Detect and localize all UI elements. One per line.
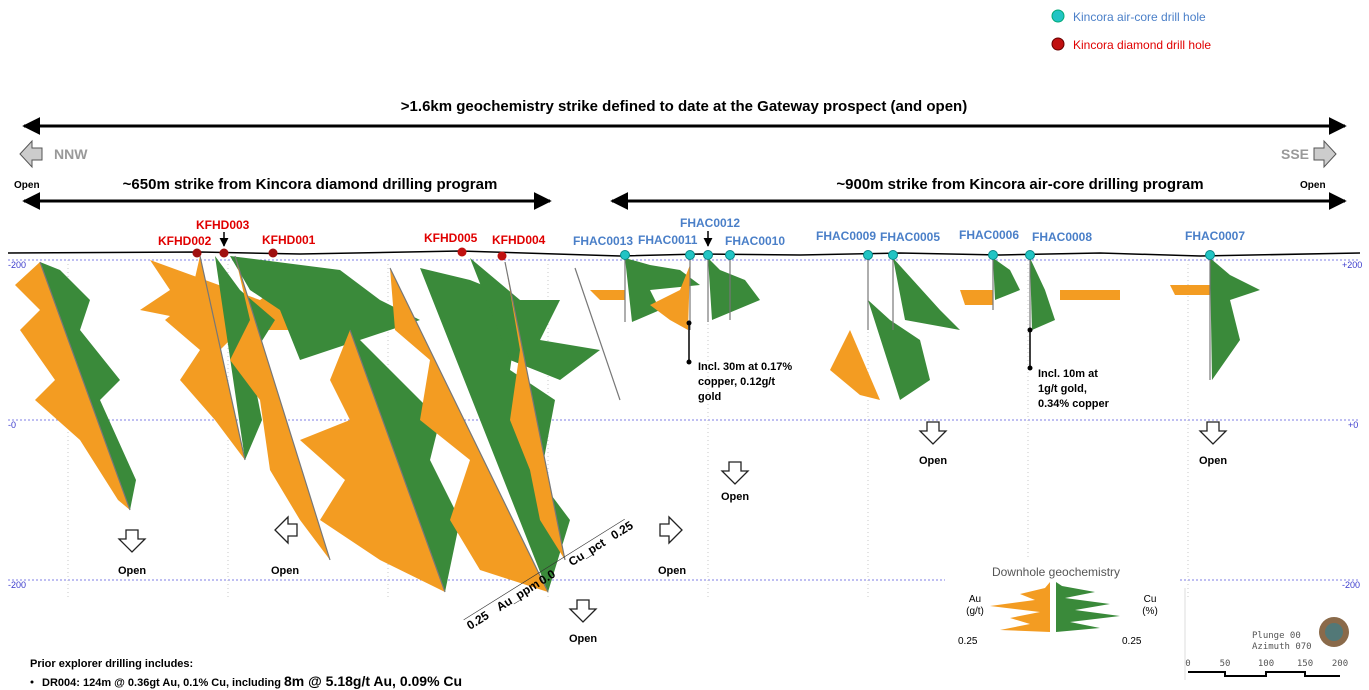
depth-label: +0 xyxy=(1348,420,1358,430)
direction-arrow xyxy=(19,139,43,169)
annotation-line: 0.34% copper xyxy=(1038,398,1110,410)
hole-label: FHAC0013 xyxy=(573,234,633,248)
geochem-label-line: Cu xyxy=(1144,594,1157,605)
geochem-label-line: (g/t) xyxy=(966,606,984,617)
axis-label: 0.25 xyxy=(608,518,636,542)
strike-label: ~650m strike from Kincora diamond drilli… xyxy=(123,176,498,193)
geochem-label: Cu (%) xyxy=(1142,594,1158,617)
diamond-collars xyxy=(192,247,507,261)
scale-bar xyxy=(1188,671,1340,677)
callout-dot xyxy=(1027,365,1033,371)
callout-dot xyxy=(686,320,692,326)
legend-label: Kincora diamond drill hole xyxy=(1073,38,1211,52)
downhole-geochemistry xyxy=(15,255,1260,593)
annotation: Incl. 30m at 0.17% copper, 0.12g/t gold xyxy=(698,361,795,403)
depth-label: -0 xyxy=(8,420,16,430)
geochem-label-line: (%) xyxy=(1142,606,1158,617)
hole-label: FHAC0010 xyxy=(725,234,785,248)
hole-label: KFHD003 xyxy=(196,218,250,232)
notes-text: DR004: 124m @ 0.36gt Au, 0.1% Cu, includ… xyxy=(42,677,284,689)
geochem-scale: 0.25 xyxy=(958,636,978,647)
open-marker: Open xyxy=(1198,421,1228,467)
geochem-label-line: Au xyxy=(969,594,981,605)
annotation: Incl. 10m at 1g/t gold, 0.34% copper xyxy=(1038,368,1110,410)
callout-dot xyxy=(1027,327,1033,333)
scale-tick: 50 xyxy=(1220,659,1231,669)
hole-label: FHAC0006 xyxy=(959,228,1019,242)
geochem-title: Downhole geochemistry xyxy=(992,565,1120,579)
hole-label: FHAC0012 xyxy=(680,216,740,230)
notes-highlight: 8m @ 5.18g/t Au, 0.09% Cu xyxy=(284,673,462,689)
axis-label: 0.25 xyxy=(464,608,492,632)
open-marker: Open xyxy=(720,461,750,503)
hole-label: FHAC0011 xyxy=(638,233,698,247)
open-marker: Open xyxy=(918,421,948,467)
open-label: Open xyxy=(658,565,686,577)
hole-label: KFHD004 xyxy=(492,233,546,247)
notes-item: DR004: 124m @ 0.36gt Au, 0.1% Cu, includ… xyxy=(42,673,462,689)
direction-label: SSE xyxy=(1281,146,1309,162)
hole-label: KFHD002 xyxy=(158,234,212,248)
depth-label: +200 xyxy=(1342,260,1362,270)
geochem-label: Au (g/t) xyxy=(966,594,984,617)
bullet xyxy=(30,680,34,684)
open-label: Open xyxy=(118,565,146,577)
geochem-scale: 0.25 xyxy=(1122,636,1142,647)
scale-tick: 100 xyxy=(1258,659,1274,669)
azimuth: Azimuth 070 xyxy=(1252,642,1312,652)
legend-marker xyxy=(1051,37,1065,51)
strike-label: ~900m strike from Kincora air-core drill… xyxy=(836,176,1203,193)
direction-arrow xyxy=(1313,139,1337,169)
open-label: Open xyxy=(569,633,597,645)
open-label: Open xyxy=(919,455,947,467)
hole-label: FHAC0008 xyxy=(1032,230,1092,244)
open-label: Open xyxy=(1199,455,1227,467)
scale-tick: 150 xyxy=(1297,659,1313,669)
scale-tick: 200 xyxy=(1332,659,1348,669)
axis-label: Cu_pct xyxy=(566,536,608,569)
hole-label: FHAC0007 xyxy=(1185,229,1245,243)
aircore-collars xyxy=(620,250,1215,260)
open-marker: Open xyxy=(568,599,598,645)
annotation-line: copper, 0.12g/t xyxy=(698,376,775,388)
ground-surface xyxy=(7,250,1361,257)
legend-marker xyxy=(1051,9,1065,23)
depth-label: -200 xyxy=(8,580,26,590)
annotation-line: Incl. 10m at xyxy=(1038,368,1098,380)
plunge: Plunge 00 xyxy=(1252,631,1301,641)
annotation-line: gold xyxy=(698,391,721,403)
open-marker: Open xyxy=(658,515,686,577)
headline: >1.6km geochemistry strike defined to da… xyxy=(401,98,967,115)
open-label: Open xyxy=(14,180,40,191)
hole-label: FHAC0009 xyxy=(816,229,876,243)
axis-label: Au_ppm xyxy=(494,577,542,614)
hole-label: FHAC0005 xyxy=(880,230,940,244)
legend-label: Kincora air-core drill hole xyxy=(1073,10,1206,24)
notes-heading: Prior explorer drilling includes: xyxy=(30,658,193,670)
annotation-line: 1g/t gold, xyxy=(1038,383,1087,395)
orientation-icon xyxy=(1325,623,1343,641)
callout-dot xyxy=(686,359,692,365)
depth-label: -200 xyxy=(8,260,26,270)
hole-label: KFHD001 xyxy=(262,233,316,247)
geochem-sample xyxy=(990,582,1050,632)
open-label: Open xyxy=(721,491,749,503)
hole-label: KFHD005 xyxy=(424,231,478,245)
open-label: Open xyxy=(1300,180,1326,191)
open-label: Open xyxy=(271,565,299,577)
geochem-sample xyxy=(1056,582,1120,632)
scale-tick: 0 xyxy=(1185,659,1190,669)
annotation-line: Incl. 30m at 0.17% xyxy=(698,361,792,373)
open-marker: Open xyxy=(271,515,299,577)
depth-label: -200 xyxy=(1342,580,1360,590)
open-marker: Open xyxy=(117,529,147,577)
direction-label: NNW xyxy=(54,146,88,162)
